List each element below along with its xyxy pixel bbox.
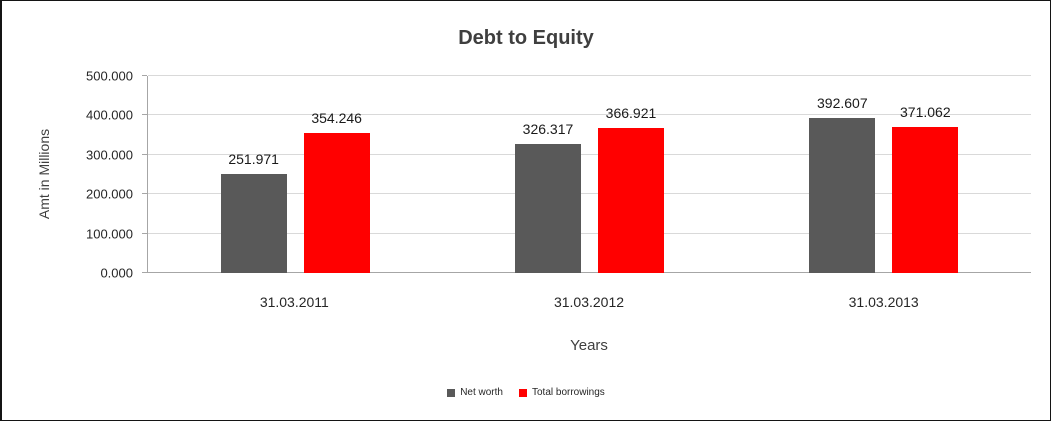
bar-with-label: 366.921 [597,76,664,273]
bar-with-label: 326.317 [514,76,581,273]
y-tick-label: 400.000 [86,107,133,123]
y-tick-mark [142,193,147,195]
y-tick-mark [142,153,147,155]
y-tick-label: 300.000 [86,147,133,163]
legend-swatch [518,388,527,397]
legend-item: Net worth [447,387,503,398]
bar-group: 392.607 371.062 [737,76,1031,273]
bar [514,144,581,273]
bar-value-label: 392.607 [817,95,868,112]
bar [303,133,370,273]
gridline [148,114,1031,116]
bar-group: 326.317 366.921 [442,76,736,273]
y-tick-mark [142,272,147,273]
plot-area: 251.971 354.246 326.317 366.921 392.607 371.0… [142,75,1031,273]
y-tick-label: 200.000 [86,186,133,202]
x-category-label: 31.03.2012 [553,294,625,310]
bar-value-label: 354.246 [311,110,362,127]
y-tick-label: 100.000 [86,226,133,242]
bar-groups: 251.971 354.246 326.317 366.921 392.607 371.0… [148,76,1031,273]
bar [597,128,664,273]
y-axis-ticks: 0.000 100.000 200.000 300.000 400.000 500.000 [2,70,138,280]
bar-group: 251.971 354.246 [148,76,442,273]
gridline [148,232,1031,234]
y-tick-label: 0.000 [100,265,133,281]
bar-value-label: 251.971 [228,150,279,167]
legend-item: Total borrowings [518,387,605,398]
y-tick-label: 500.000 [86,68,133,84]
x-category-label: 31.03.2013 [848,294,919,310]
bar-with-label: 354.246 [303,76,370,273]
legend-label: Net worth [460,387,503,398]
x-axis-categories: 31.03.2011 31.03.2012 31.03.2013 [147,294,1031,310]
gridline [148,153,1031,155]
bar-value-label: 366.921 [605,105,657,122]
y-tick-mark [142,114,147,116]
x-axis-line [148,272,1031,273]
bar-with-label: 251.971 [220,76,287,273]
gridline [148,193,1031,195]
x-category-label: 31.03.2011 [259,294,329,310]
bar [809,118,876,273]
bar-with-label: 392.607 [809,76,876,273]
bar [220,173,287,273]
y-tick-mark [142,75,147,76]
bar-value-label: 371.062 [900,103,951,120]
y-tick-mark [142,232,147,234]
bar [892,126,959,273]
chart-title: Debt to Equity [458,27,594,49]
bar-with-label: 371.062 [892,76,959,273]
bar-value-label: 326.317 [522,121,574,138]
legend: Net worth Total borrowings [2,387,1050,398]
gridline [148,75,1031,76]
legend-swatch [447,388,456,397]
legend-label: Total borrowings [531,387,605,398]
x-axis-title: Years [570,337,608,354]
